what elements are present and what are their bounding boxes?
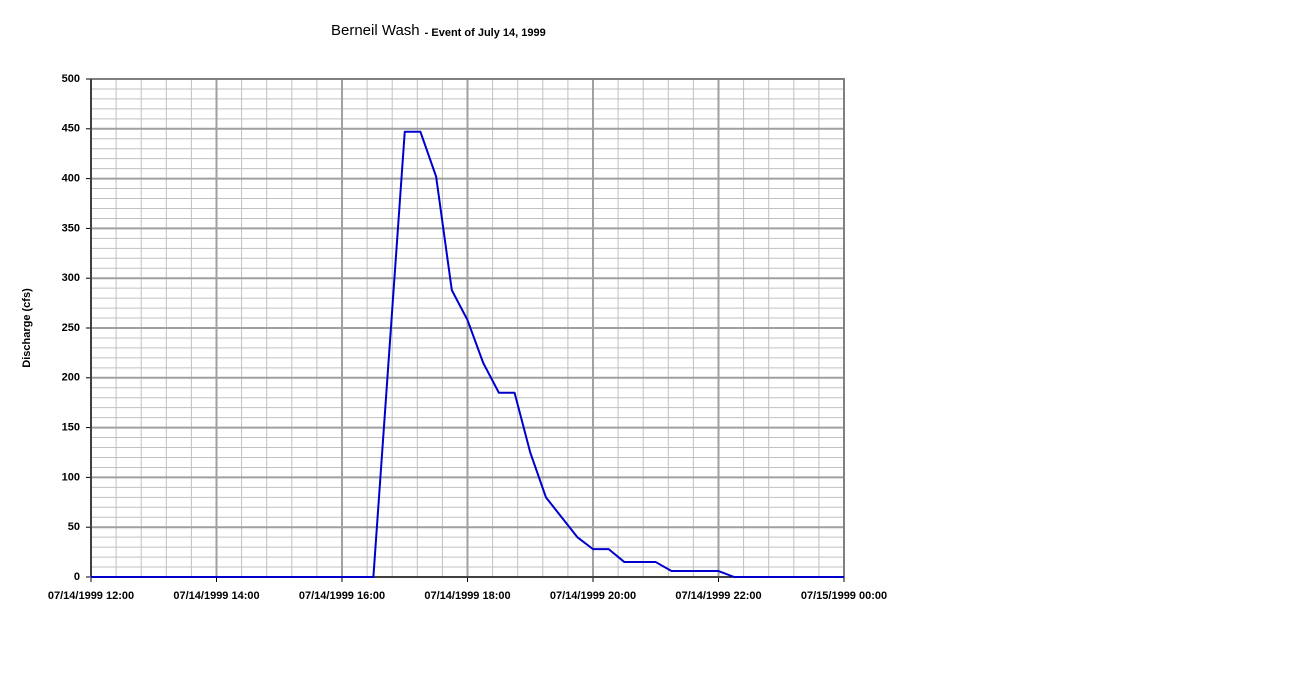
x-tick-label: 07/14/1999 14:00 (173, 590, 259, 602)
x-tick-label: 07/14/1999 16:00 (299, 590, 385, 602)
x-tick-label: 07/14/1999 12:00 (48, 590, 134, 602)
y-tick-label: 150 (62, 422, 80, 434)
y-tick-label: 350 (62, 222, 80, 234)
y-tick-label: 500 (62, 73, 80, 85)
x-tick-label: 07/14/1999 20:00 (550, 590, 636, 602)
y-tick-label: 300 (62, 272, 80, 284)
series-line (91, 130, 844, 578)
chart-subtitle: - Event of July 14, 1999 (425, 27, 546, 39)
x-tick-label: 07/14/1999 18:00 (424, 590, 510, 602)
y-tick-label: 100 (62, 471, 80, 483)
y-tick-label: 0 (74, 571, 80, 583)
chart-title: Berneil Wash (331, 22, 420, 39)
y-axis-label: Discharge (cfs) (21, 288, 33, 368)
x-tick-label: 07/14/1999 22:00 (675, 590, 761, 602)
y-tick-label: 400 (62, 173, 80, 185)
y-tick-label: 250 (62, 322, 80, 334)
x-tick-label: 07/15/1999 00:00 (801, 590, 887, 602)
y-tick-label: 200 (62, 372, 80, 384)
y-tick-label: 450 (62, 123, 80, 135)
y-tick-label: 50 (68, 521, 80, 533)
